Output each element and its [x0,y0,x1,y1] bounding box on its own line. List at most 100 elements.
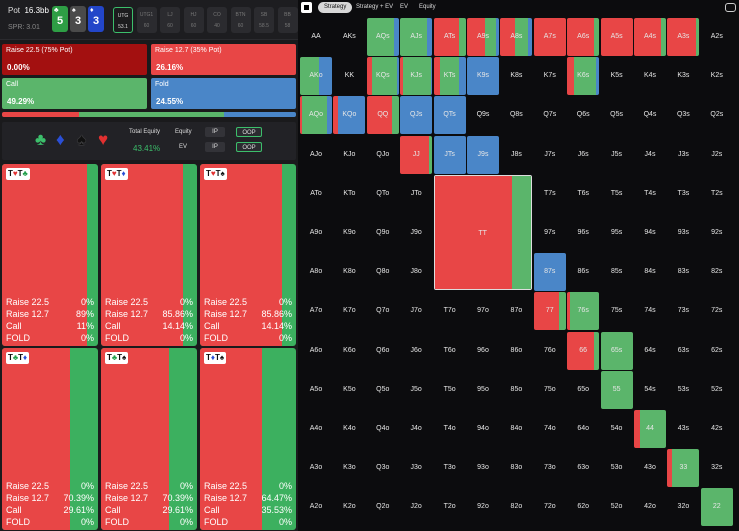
hand-cell-85s[interactable]: 85s [601,253,633,291]
hand-cell-52s[interactable]: 52s [701,371,733,409]
hand-cell-72s[interactable]: 72s [701,292,733,330]
hand-cell-qjo[interactable]: QJo [367,136,399,174]
hand-cell-tt[interactable]: TT [433,174,532,291]
hand-cell-j5s[interactable]: J5s [601,136,633,174]
hand-cell-j3s[interactable]: J3s [667,136,699,174]
hand-cell-j5o[interactable]: J5o [400,371,432,409]
hand-cell-aqs[interactable]: AQs [366,18,399,56]
hand-cell-k9o[interactable]: K9o [333,214,365,252]
hand-cell-k2o[interactable]: K2o [333,488,365,526]
hand-cell-a8o[interactable]: A8o [300,253,332,291]
hand-cell-q5o[interactable]: Q5o [367,371,399,409]
hand-cell-94o[interactable]: 94o [467,410,499,448]
hand-cell-k3o[interactable]: K3o [333,449,365,487]
hand-cell-q3s[interactable]: Q3s [667,96,699,134]
hand-cell-jj[interactable]: JJ [400,135,433,174]
ev-oop-toggle[interactable]: OOP [236,142,262,152]
hand-cell-k3s[interactable]: K3s [667,57,699,95]
hand-cell-75o[interactable]: 75o [534,371,566,409]
hand-cell-a2s[interactable]: A2s [701,18,733,56]
hand-cell-a6s[interactable]: A6s [567,18,600,56]
hand-cell-j2o[interactable]: J2o [400,488,432,526]
hand-cell-k6o[interactable]: K6o [333,332,365,370]
hand-cell-q8s[interactable]: Q8s [500,96,532,134]
combo-card[interactable]: T♥T♣ Raise 22.5 0% Raise 12.7 89% Call 11% FOLD… [2,164,98,346]
hand-cell-t7s[interactable]: T7s [534,175,566,213]
hand-cell-t5o[interactable]: T5o [434,371,466,409]
hand-cell-qts[interactable]: QTs [433,96,466,135]
hand-cell-aa[interactable]: AA [300,18,332,56]
position-lj[interactable]: LJ 60 [160,7,180,33]
suit-filter-button[interactable]: ♥ [98,130,109,149]
hand-cell-j2s[interactable]: J2s [701,136,733,174]
hand-cell-54o[interactable]: 54o [601,410,633,448]
hand-cell-ato[interactable]: ATo [300,175,332,213]
hand-cell-j4s[interactable]: J4s [634,136,666,174]
hand-cell-64o[interactable]: 64o [567,410,599,448]
hand-cell-a9s[interactable]: A9s [467,18,499,56]
hand-cell-q8o[interactable]: Q8o [367,253,399,291]
hand-cell-q2o[interactable]: Q2o [367,488,399,526]
hand-cell-q3o[interactable]: Q3o [367,449,399,487]
hand-cell-53s[interactable]: 53s [667,371,699,409]
hand-cell-74s[interactable]: 74s [634,292,666,330]
hand-cell-k7o[interactable]: K7o [333,292,365,330]
position-utg[interactable]: UTG 53.1 [113,7,133,33]
hand-cell-j6s[interactable]: J6s [567,136,599,174]
hand-cell-93o[interactable]: 93o [467,449,499,487]
hand-cell-95o[interactable]: 95o [467,371,499,409]
hand-cell-j6o[interactable]: J6o [400,332,432,370]
hand-cell-a2o[interactable]: A2o [300,488,332,526]
action-box[interactable]: Fold 24.55% [151,78,296,109]
equity-ip-toggle[interactable]: IP [205,127,225,137]
position-sb[interactable]: SB 58.5 [254,7,274,33]
hand-cell-32s[interactable]: 32s [701,449,733,487]
hand-cell-t3o[interactable]: T3o [434,449,466,487]
hand-cell-86o[interactable]: 86o [500,332,532,370]
tab-strategy[interactable]: Strategy [318,2,353,13]
hand-cell-a7o[interactable]: A7o [300,292,332,330]
hand-cell-kqo[interactable]: KQo [333,96,366,135]
combo-card[interactable]: T♣T♦ Raise 22.5 0% Raise 12.7 70.39% Call 29.6… [2,348,98,530]
hand-cell-87s[interactable]: 87s [533,253,566,292]
hand-cell-j9o[interactable]: J9o [400,214,432,252]
hand-cell-22[interactable]: 22 [700,488,733,527]
hand-cell-73o[interactable]: 73o [534,449,566,487]
hand-cell-t4s[interactable]: T4s [634,175,666,213]
hand-cell-97o[interactable]: 97o [467,292,499,330]
hand-cell-32o[interactable]: 32o [667,488,699,526]
hand-cell-63o[interactable]: 63o [567,449,599,487]
hand-cell-t6s[interactable]: T6s [567,175,599,213]
hand-cell-44[interactable]: 44 [634,410,666,448]
hand-cell-92s[interactable]: 92s [701,214,733,252]
hand-cell-q9s[interactable]: Q9s [467,96,499,134]
hand-cell-t5s[interactable]: T5s [601,175,633,213]
hand-cell-k2s[interactable]: K2s [701,57,733,95]
hand-cell-jts[interactable]: JTs [433,135,466,174]
hand-cell-55[interactable]: 55 [600,370,633,409]
hand-cell-93s[interactable]: 93s [667,214,699,252]
hand-cell-84o[interactable]: 84o [500,410,532,448]
hand-cell-q6s[interactable]: Q6s [567,96,599,134]
hand-cell-a5s[interactable]: A5s [600,18,633,56]
hand-cell-kto[interactable]: KTo [333,175,365,213]
hand-cell-aqo[interactable]: AQo [300,96,332,135]
hand-cell-95s[interactable]: 95s [601,214,633,252]
hand-cell-j9s[interactable]: J9s [467,135,499,174]
hand-cell-85o[interactable]: 85o [500,371,532,409]
hand-cell-t3s[interactable]: T3s [667,175,699,213]
action-box[interactable]: Call 49.29% [2,78,147,109]
hand-cell-82o[interactable]: 82o [500,488,532,526]
hand-cell-ajs[interactable]: AJs [400,18,433,56]
hand-cell-54s[interactable]: 54s [634,371,666,409]
hand-cell-k9s[interactable]: K9s [467,57,499,96]
ev-ip-toggle[interactable]: IP [205,142,225,152]
hand-cell-t6o[interactable]: T6o [434,332,466,370]
hand-cell-kk[interactable]: KK [333,57,365,95]
hand-cell-k6s[interactable]: K6s [567,57,600,96]
hand-cell-j3o[interactable]: J3o [400,449,432,487]
hand-cell-43s[interactable]: 43s [667,410,699,448]
hand-cell-66[interactable]: 66 [567,331,600,370]
tab-equity[interactable]: Equity [419,4,436,10]
hand-cell-k8s[interactable]: K8s [500,57,532,95]
